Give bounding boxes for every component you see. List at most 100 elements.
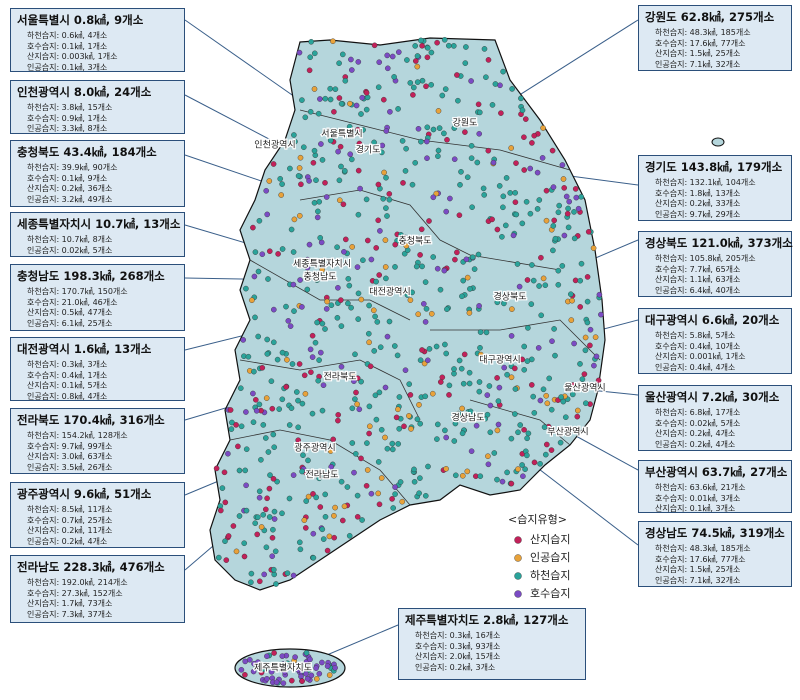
box-line: 인공습지: 0.2㎢, 3개소 bbox=[415, 662, 496, 672]
wetland-dot bbox=[382, 384, 389, 391]
wetland-dot bbox=[392, 491, 398, 497]
box-title: 경상남도 74.5㎢, 319개소 bbox=[645, 526, 785, 540]
wetland-dot bbox=[524, 435, 530, 442]
wetland-dot bbox=[458, 365, 465, 372]
wetland-dot bbox=[241, 553, 248, 560]
wetland-dot bbox=[500, 193, 507, 200]
wetland-dot bbox=[402, 367, 409, 374]
box-title: 경기도 143.8㎢, 179개소 bbox=[645, 160, 783, 174]
wetland-dot bbox=[251, 273, 258, 280]
wetland-dot bbox=[395, 106, 401, 112]
wetland-dot bbox=[550, 247, 556, 254]
wetland-dot bbox=[496, 183, 503, 189]
wetland-dot bbox=[312, 339, 319, 346]
wetland-dot bbox=[384, 65, 391, 72]
wetland-dot bbox=[268, 669, 275, 675]
wetland-dot bbox=[256, 217, 263, 224]
wetland-dot bbox=[279, 653, 286, 659]
box-line: 산지습지: 0.5㎢, 47개소 bbox=[27, 308, 113, 317]
box-line: 산지습지: 1.5㎢, 25개소 bbox=[655, 49, 741, 58]
wetland-dot bbox=[319, 407, 326, 414]
wetland-dot bbox=[519, 220, 526, 227]
wetland-dot bbox=[354, 375, 361, 382]
wetland-dot bbox=[336, 60, 342, 67]
wetland-dot bbox=[251, 368, 257, 375]
wetland-dot bbox=[451, 125, 458, 131]
wetland-dot bbox=[593, 353, 600, 360]
wetland-dot bbox=[422, 492, 429, 499]
wetland-dot bbox=[345, 300, 351, 307]
wetland-dot bbox=[319, 320, 326, 327]
wetland-dot bbox=[459, 430, 466, 437]
box-line: 호수습지: 27.3㎢, 152개소 bbox=[27, 588, 123, 598]
wetland-dot bbox=[571, 209, 577, 215]
wetland-dot bbox=[410, 84, 417, 91]
wetland-dot bbox=[495, 421, 502, 428]
wetland-dot bbox=[250, 419, 257, 426]
wetland-dot bbox=[454, 72, 460, 78]
wetland-dot bbox=[381, 169, 387, 176]
wetland-dot bbox=[304, 256, 311, 263]
wetland-dot bbox=[217, 507, 224, 514]
wetland-dot bbox=[558, 394, 564, 400]
wetland-dot bbox=[434, 421, 441, 428]
box-title: 충청북도 43.4㎢, 184개소 bbox=[17, 145, 157, 159]
wetland-dot bbox=[317, 504, 324, 510]
wetland-dot bbox=[404, 292, 411, 298]
wetland-dot bbox=[243, 285, 249, 292]
box-title: 제주특별자치도 2.8㎢, 127개소 bbox=[405, 613, 569, 627]
wetland-dot bbox=[468, 78, 474, 84]
region-label: 전라남도 bbox=[305, 470, 338, 481]
wetland-dot bbox=[354, 264, 361, 270]
wetland-dot bbox=[419, 263, 425, 270]
box-line: 호수습지: 0.1㎢, 9개소 bbox=[27, 173, 108, 183]
wetland-dot bbox=[476, 130, 483, 137]
wetland-dot bbox=[270, 306, 277, 313]
wetland-dot bbox=[308, 39, 315, 45]
wetland-dot bbox=[485, 453, 491, 460]
wetland-dot bbox=[371, 348, 378, 354]
wetland-dot bbox=[561, 185, 568, 191]
wetland-dot bbox=[270, 475, 277, 482]
wetland-dot bbox=[334, 244, 340, 250]
wetland-dot bbox=[242, 658, 248, 665]
wetland-dot bbox=[494, 375, 500, 381]
wetland-dot bbox=[512, 189, 519, 196]
wetland-dot bbox=[494, 476, 500, 483]
region-box: 전라북도 170.4㎢, 316개소 하천습지: 154.2㎢, 128개소 호수습… bbox=[10, 408, 185, 474]
box-line: 산지습지: 1.1㎢, 63개소 bbox=[655, 275, 741, 284]
wetland-dot bbox=[572, 186, 579, 192]
wetland-dot bbox=[386, 318, 393, 325]
wetland-dot bbox=[378, 149, 385, 156]
region-label: 경상북도 bbox=[493, 291, 526, 303]
wetland-dot bbox=[315, 377, 322, 384]
wetland-dot bbox=[236, 513, 243, 519]
wetland-dot bbox=[284, 356, 290, 363]
wetland-dot bbox=[258, 456, 264, 463]
box-line: 인공습지: 0.8㎢, 4개소 bbox=[27, 391, 108, 401]
wetland-dot bbox=[519, 356, 526, 363]
wetland-dot bbox=[253, 407, 260, 414]
wetland-dot bbox=[386, 191, 393, 197]
wetland-dot bbox=[501, 300, 507, 307]
wetland-dot bbox=[445, 42, 452, 49]
wetland-dot bbox=[315, 208, 321, 215]
wetland-dot bbox=[358, 455, 364, 462]
wetland-dot bbox=[404, 57, 410, 63]
wetland-dot bbox=[259, 251, 266, 257]
wetland-dot bbox=[595, 377, 602, 384]
box-title: 인천광역시 8.0㎢, 24개소 bbox=[17, 85, 152, 99]
wetland-dot bbox=[298, 673, 304, 680]
wetland-dot bbox=[527, 165, 534, 172]
wetland-dot bbox=[524, 277, 531, 283]
wetland-dot bbox=[324, 663, 331, 669]
wetland-dot bbox=[384, 445, 391, 452]
region-box: 제주특별자치도 2.8㎢, 127개소 하천습지: 0.3㎢, 16개소 호수습지:… bbox=[398, 608, 586, 680]
box-title: 경상북도 121.0㎢, 373개소 bbox=[645, 236, 793, 250]
wetland-dot bbox=[302, 663, 309, 669]
wetland-dot bbox=[358, 378, 364, 385]
ulleung-island bbox=[711, 137, 725, 147]
wetland-dot bbox=[376, 59, 383, 66]
wetland-dot bbox=[326, 533, 333, 540]
wetland-dot bbox=[417, 475, 423, 481]
